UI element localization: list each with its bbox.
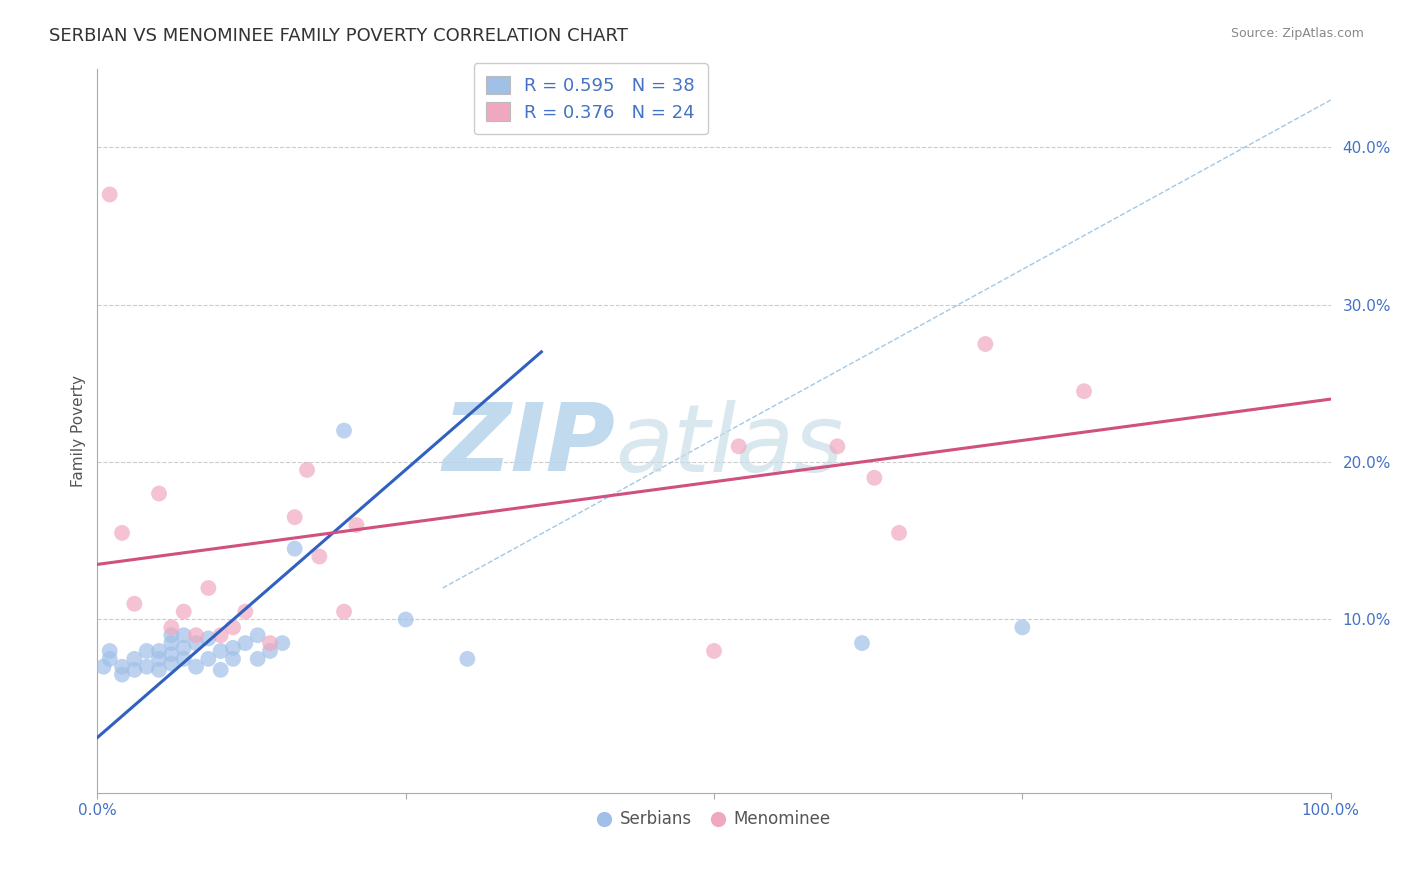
Point bbox=[271, 636, 294, 650]
Point bbox=[111, 525, 134, 540]
Point bbox=[246, 628, 269, 642]
Point bbox=[197, 652, 219, 666]
Point bbox=[98, 652, 121, 666]
Point bbox=[333, 605, 356, 619]
Point bbox=[124, 663, 146, 677]
Text: Source: ZipAtlas.com: Source: ZipAtlas.com bbox=[1230, 27, 1364, 40]
Point bbox=[173, 605, 195, 619]
Text: ZIP: ZIP bbox=[443, 399, 616, 491]
Point bbox=[184, 636, 207, 650]
Point bbox=[344, 518, 367, 533]
Point bbox=[284, 541, 307, 556]
Text: atlas: atlas bbox=[616, 400, 844, 491]
Point bbox=[222, 652, 245, 666]
Point bbox=[259, 644, 281, 658]
Point bbox=[395, 612, 418, 626]
Point bbox=[98, 644, 121, 658]
Point bbox=[111, 659, 134, 673]
Point bbox=[124, 652, 146, 666]
Point bbox=[160, 636, 183, 650]
Point bbox=[209, 644, 232, 658]
Point bbox=[135, 644, 157, 658]
Point bbox=[160, 647, 183, 661]
Point bbox=[173, 640, 195, 655]
Point bbox=[259, 636, 281, 650]
Point bbox=[148, 486, 170, 500]
Point bbox=[974, 337, 997, 351]
Point bbox=[124, 597, 146, 611]
Point bbox=[197, 581, 219, 595]
Point bbox=[184, 659, 207, 673]
Point bbox=[148, 644, 170, 658]
Point bbox=[173, 652, 195, 666]
Point bbox=[295, 463, 318, 477]
Text: SERBIAN VS MENOMINEE FAMILY POVERTY CORRELATION CHART: SERBIAN VS MENOMINEE FAMILY POVERTY CORR… bbox=[49, 27, 628, 45]
Point bbox=[333, 424, 356, 438]
Point bbox=[1073, 384, 1095, 399]
Point bbox=[703, 644, 725, 658]
Point bbox=[148, 652, 170, 666]
Point bbox=[235, 636, 257, 650]
Point bbox=[98, 187, 121, 202]
Point bbox=[160, 657, 183, 671]
Point bbox=[93, 659, 115, 673]
Point bbox=[727, 439, 749, 453]
Point bbox=[209, 628, 232, 642]
Point bbox=[284, 510, 307, 524]
Point bbox=[160, 628, 183, 642]
Point bbox=[222, 620, 245, 634]
Point bbox=[827, 439, 849, 453]
Point bbox=[1011, 620, 1033, 634]
Point bbox=[160, 620, 183, 634]
Point bbox=[887, 525, 910, 540]
Point bbox=[135, 659, 157, 673]
Y-axis label: Family Poverty: Family Poverty bbox=[72, 375, 86, 487]
Point bbox=[863, 471, 886, 485]
Legend: Serbians, Menominee: Serbians, Menominee bbox=[591, 804, 837, 835]
Point bbox=[209, 663, 232, 677]
Point bbox=[246, 652, 269, 666]
Point bbox=[308, 549, 330, 564]
Point bbox=[235, 605, 257, 619]
Point bbox=[197, 632, 219, 646]
Point bbox=[173, 628, 195, 642]
Point bbox=[111, 667, 134, 681]
Point bbox=[148, 663, 170, 677]
Point bbox=[184, 628, 207, 642]
Point bbox=[851, 636, 873, 650]
Point bbox=[222, 640, 245, 655]
Point bbox=[456, 652, 478, 666]
